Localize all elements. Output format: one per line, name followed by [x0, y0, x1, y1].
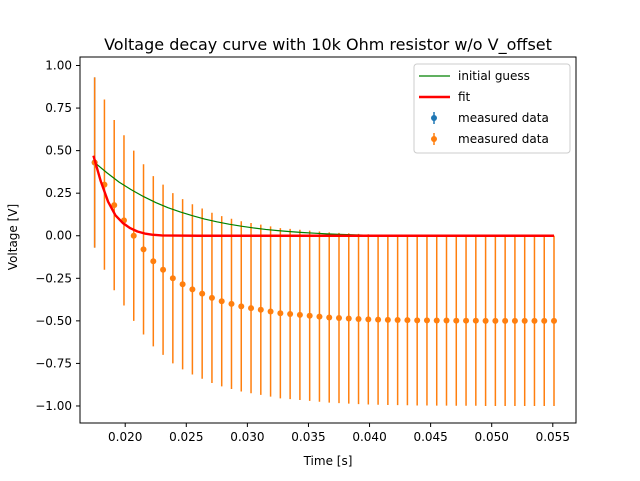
axes: 0.020 0.025 0.030 0.035 0.040 0.045 0.050 0.055… — [35, 56, 577, 444]
y-tick-label: 0.25 — [45, 186, 72, 200]
data-point — [257, 306, 264, 313]
x-axis-label: Time [s] — [303, 454, 353, 468]
y-tick-label: 0.00 — [45, 229, 72, 243]
legend-marker-swatch — [431, 136, 437, 142]
data-point — [316, 313, 323, 320]
x-tick-label: 0.025 — [169, 430, 203, 444]
data-point — [277, 310, 284, 317]
data-point — [521, 317, 528, 324]
data-point — [404, 317, 411, 324]
data-point — [531, 317, 538, 324]
fit-line — [92, 155, 555, 237]
data-point — [472, 317, 479, 324]
data-point — [150, 258, 157, 265]
chart-title: Voltage decay curve with 10k Ohm resisto… — [104, 35, 552, 55]
x-tick-label: 0.050 — [475, 430, 509, 444]
data-point — [502, 317, 509, 324]
y-tick-label: −0.25 — [35, 271, 72, 285]
data-point — [228, 300, 235, 307]
legend-label: fit — [458, 90, 471, 104]
data-point — [287, 311, 294, 318]
data-point — [384, 316, 391, 323]
data-point — [345, 315, 352, 322]
legend-label: initial guess — [458, 69, 530, 83]
y-tick-label: −0.50 — [35, 314, 72, 328]
data-point — [169, 275, 176, 282]
data-point — [306, 312, 313, 319]
data-point — [443, 317, 450, 324]
legend-label: measured data — [458, 132, 549, 146]
data-point — [423, 317, 430, 324]
data-point — [238, 303, 245, 310]
data-point — [130, 232, 137, 239]
data-point — [365, 316, 372, 323]
data-point — [208, 294, 215, 301]
data-point — [394, 317, 401, 324]
data-point — [433, 317, 440, 324]
x-tick-label: 0.040 — [352, 430, 386, 444]
data-point — [326, 314, 333, 321]
y-tick-label: −0.75 — [35, 356, 72, 370]
data-point — [111, 202, 118, 209]
data-point — [511, 317, 518, 324]
data-point — [492, 317, 499, 324]
legend-box — [413, 63, 571, 154]
data-point — [296, 311, 303, 318]
x-tick-label: 0.055 — [536, 430, 570, 444]
legend-marker-swatch — [431, 115, 437, 121]
axes-frame — [79, 56, 577, 424]
data-point — [375, 316, 382, 323]
y-tick-label: −1.00 — [35, 399, 72, 413]
data-point — [482, 317, 489, 324]
y-tick-label: 1.00 — [45, 59, 72, 73]
y-axis-label: Voltage [V] — [6, 204, 20, 270]
y-tick-label: 0.50 — [45, 144, 72, 158]
data-point — [218, 298, 225, 305]
data-point — [199, 290, 206, 297]
data-point — [551, 317, 558, 324]
legend-label: measured data — [458, 111, 549, 125]
data-point — [267, 308, 274, 315]
data-point — [453, 317, 460, 324]
x-tick-label: 0.020 — [108, 430, 142, 444]
data-point — [355, 315, 362, 322]
data-point — [160, 266, 167, 273]
x-tick-label: 0.035 — [291, 430, 325, 444]
data-point — [414, 317, 421, 324]
data-point — [140, 246, 147, 253]
y-tick-label: 0.75 — [45, 101, 72, 115]
data-point — [179, 281, 186, 288]
data-point — [541, 317, 548, 324]
plot-area — [91, 77, 558, 406]
x-tick-label: 0.045 — [413, 430, 447, 444]
data-point — [189, 286, 196, 293]
data-point — [335, 314, 342, 321]
legend: initial guess fit measured data measured d… — [413, 63, 571, 154]
data-point — [463, 317, 470, 324]
data-point — [248, 305, 255, 312]
x-tick-label: 0.030 — [230, 430, 264, 444]
